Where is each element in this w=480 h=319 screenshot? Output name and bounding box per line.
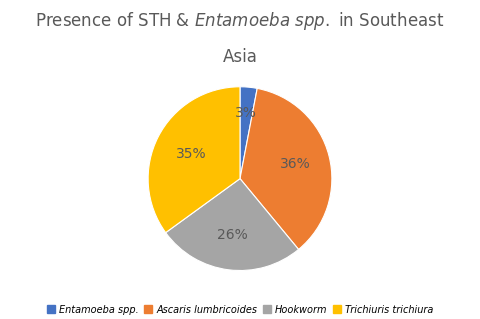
Text: 3%: 3% (235, 106, 257, 120)
Text: 26%: 26% (217, 228, 248, 242)
Text: Asia: Asia (223, 48, 257, 66)
Text: 35%: 35% (176, 147, 206, 160)
Wedge shape (148, 87, 240, 233)
Wedge shape (240, 88, 332, 249)
Text: 36%: 36% (280, 158, 311, 172)
Wedge shape (166, 179, 299, 271)
Wedge shape (240, 87, 257, 179)
Text: Presence of STH & $\it{Entamoeba\ spp.}$ in Southeast: Presence of STH & $\it{Entamoeba\ spp.}$… (36, 10, 444, 32)
Legend: Entamoeba spp., Ascaris lumbricoides, Hookworm, Trichiuris trichiura: Entamoeba spp., Ascaris lumbricoides, Ho… (43, 301, 437, 318)
